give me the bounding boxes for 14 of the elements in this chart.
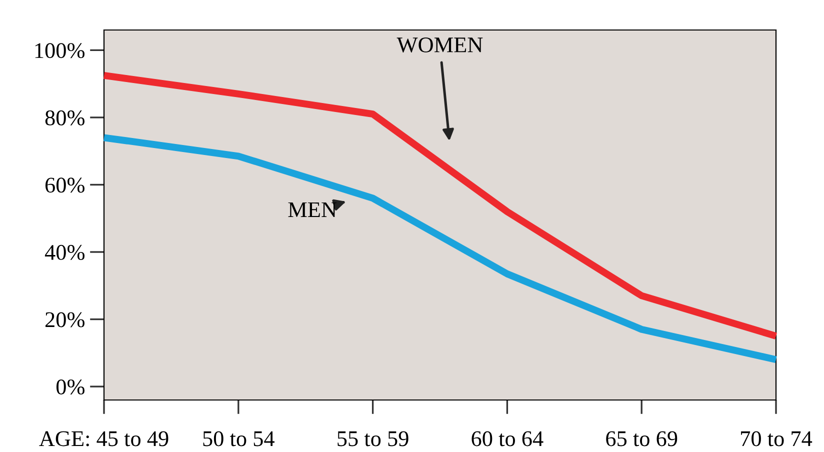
- y-tick-label: 0%: [56, 379, 84, 395]
- x-tick-label: 50 to 54: [203, 431, 274, 446]
- text: WOMEN: [396, 37, 483, 53]
- x-tick-label: 70 to 74: [741, 431, 812, 446]
- y-tick-label: 60%: [45, 178, 84, 193]
- series-label: MEN: [288, 202, 336, 217]
- y-tick-label: 80%: [45, 110, 84, 126]
- y-tick-label: 40%: [44, 244, 84, 260]
- y-tick-label: 20%: [45, 312, 84, 328]
- x-tick-label: 60 to 64: [472, 431, 544, 446]
- x-tick-label: AGE: 45 to 49: [39, 431, 168, 446]
- x-tick-label: 65 to 69: [606, 431, 678, 446]
- y-tick-label: 100%: [35, 43, 84, 58]
- x-tick-label: 55 to 59: [338, 431, 408, 446]
